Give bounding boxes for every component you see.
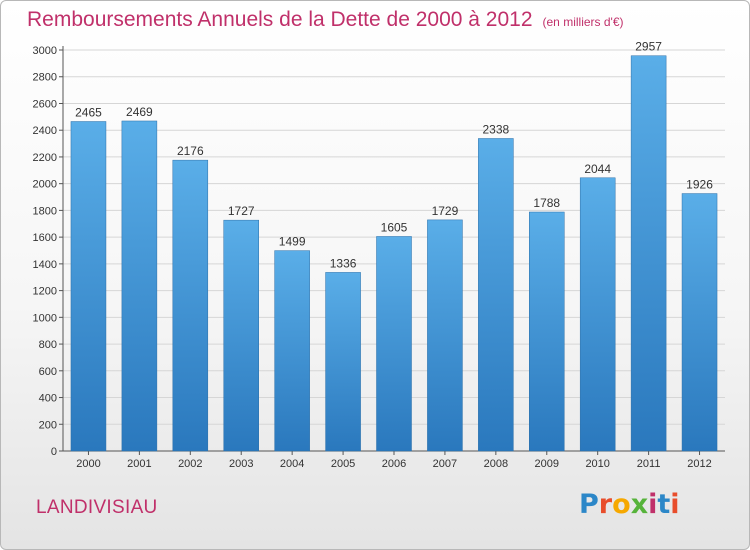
bar-value-label: 1727 <box>228 204 255 218</box>
y-tick-label: 1600 <box>33 232 57 244</box>
y-tick-label: 400 <box>39 393 57 405</box>
logo-letter: o <box>612 489 631 520</box>
bar-value-label: 1499 <box>279 235 306 249</box>
bar-value-label: 2957 <box>635 40 662 54</box>
x-tick-label: 2007 <box>433 458 457 470</box>
y-tick-label: 1400 <box>33 259 57 271</box>
y-tick-label: 600 <box>39 366 57 378</box>
bar <box>579 177 616 452</box>
x-tick-label: 2010 <box>585 458 609 470</box>
bar-value-label: 1605 <box>381 220 408 234</box>
labels: 0 200 400 600 800 1000 1200 1400 1600 1800 2000 220… <box>33 40 714 470</box>
bar <box>325 272 361 452</box>
title-text: Remboursements Annuels de la Dette de 20… <box>27 8 533 31</box>
bar <box>121 120 158 452</box>
x-tick-label: 2012 <box>687 458 711 470</box>
bar-value-label: 1926 <box>686 178 713 192</box>
x-tick-label: 2011 <box>637 458 661 470</box>
bar-value-label: 2176 <box>177 144 204 158</box>
x-tick-label: 2003 <box>229 458 253 470</box>
bar <box>529 211 565 452</box>
bar-value-label: 1788 <box>533 196 560 210</box>
y-tick-label: 1200 <box>33 286 57 298</box>
bar-value-label: 2465 <box>75 106 102 120</box>
logo-letter: i <box>670 489 680 520</box>
logo-letter: x <box>630 489 649 520</box>
bars <box>70 55 718 452</box>
x-tick-label: 2009 <box>535 458 559 470</box>
bar-value-label: 1729 <box>432 204 459 218</box>
logo-letter: t <box>657 489 671 520</box>
proxiti-logo: Proxiti <box>579 489 680 520</box>
y-tick-label: 2200 <box>33 152 57 164</box>
y-tick-label: 800 <box>39 339 57 351</box>
bar-value-label: 2469 <box>126 105 153 119</box>
bar <box>478 138 514 452</box>
logo-letter: i <box>648 489 658 520</box>
y-tick-label: 200 <box>39 419 57 431</box>
bar <box>630 55 667 452</box>
y-tick-label: 2000 <box>33 179 57 191</box>
chart-title: Remboursements Annuels de la Dette de 20… <box>27 8 624 32</box>
y-tick-label: 2600 <box>33 98 57 110</box>
x-tick-label: 2005 <box>331 458 355 470</box>
x-tick-label: 2000 <box>76 458 100 470</box>
x-tick-label: 2008 <box>484 458 508 470</box>
y-tick-label: 0 <box>51 446 57 458</box>
bar <box>172 159 209 452</box>
x-tick-label: 2001 <box>127 458 151 470</box>
y-tick-label: 3000 <box>33 45 57 57</box>
bar <box>70 121 107 452</box>
x-tick-label: 2004 <box>280 458 304 470</box>
logo-letter: r <box>598 489 613 520</box>
bar <box>274 250 310 452</box>
y-tick-label: 1000 <box>33 312 57 324</box>
title-unit: (en milliers d'€) <box>542 15 624 29</box>
logo-letter: P <box>579 489 599 520</box>
bar-value-label: 2338 <box>482 122 509 136</box>
bar <box>223 219 259 452</box>
x-tick-label: 2002 <box>178 458 202 470</box>
bar <box>681 193 718 452</box>
y-tick-label: 2800 <box>33 72 57 84</box>
city-name: LANDIVISIAU <box>36 497 158 518</box>
bar-value-label: 1336 <box>330 256 357 270</box>
bar <box>427 219 463 452</box>
bar-value-label: 2044 <box>584 162 611 176</box>
y-tick-label: 2400 <box>33 125 57 137</box>
y-tick-label: 1800 <box>33 205 57 217</box>
x-tick-label: 2006 <box>382 458 406 470</box>
bar <box>376 236 412 452</box>
